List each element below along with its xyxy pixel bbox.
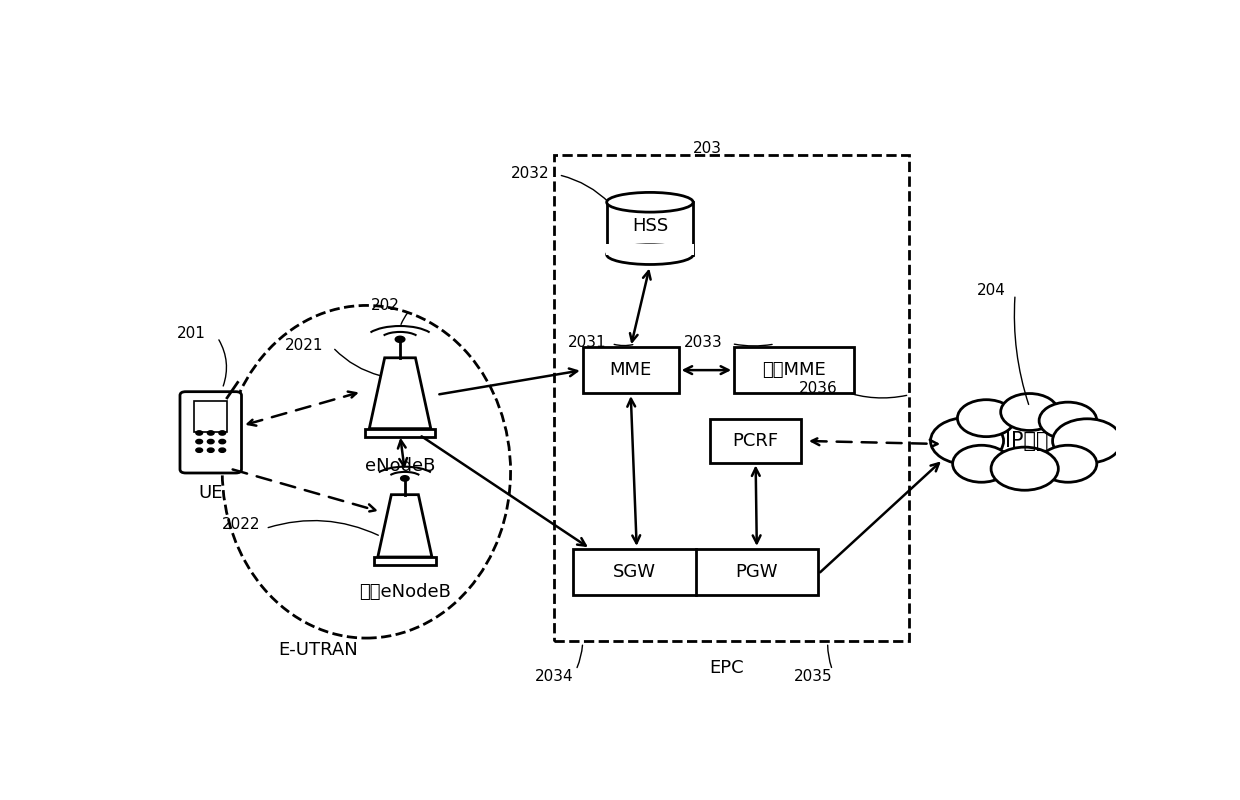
Circle shape: [196, 430, 202, 435]
Text: HSS: HSS: [632, 217, 668, 235]
FancyBboxPatch shape: [195, 401, 227, 432]
Circle shape: [952, 446, 1011, 482]
Text: E-UTRAN: E-UTRAN: [279, 642, 358, 659]
Text: 2031: 2031: [568, 335, 606, 350]
Text: UE: UE: [198, 484, 223, 502]
FancyBboxPatch shape: [573, 549, 818, 595]
Polygon shape: [370, 358, 430, 429]
FancyBboxPatch shape: [373, 557, 436, 565]
Text: 其它MME: 其它MME: [763, 361, 826, 379]
Circle shape: [196, 439, 202, 444]
Ellipse shape: [606, 245, 693, 265]
Text: 2035: 2035: [794, 669, 832, 684]
Text: 203: 203: [693, 141, 722, 156]
Text: 其它eNodeB: 其它eNodeB: [358, 583, 451, 601]
Circle shape: [207, 448, 215, 452]
Ellipse shape: [222, 306, 511, 638]
Circle shape: [1001, 394, 1058, 430]
Text: eNodeB: eNodeB: [365, 457, 435, 474]
Text: SGW: SGW: [613, 563, 656, 581]
Circle shape: [1039, 402, 1096, 439]
Text: 2022: 2022: [222, 517, 260, 532]
FancyBboxPatch shape: [734, 347, 854, 394]
Polygon shape: [378, 494, 432, 557]
Circle shape: [975, 406, 1075, 470]
Circle shape: [957, 400, 1016, 437]
Circle shape: [1053, 418, 1122, 463]
Text: EPC: EPC: [709, 658, 744, 677]
Circle shape: [1039, 446, 1096, 482]
FancyBboxPatch shape: [711, 419, 801, 462]
FancyBboxPatch shape: [583, 347, 678, 394]
FancyBboxPatch shape: [180, 392, 242, 473]
Text: 2034: 2034: [534, 669, 573, 684]
Text: PGW: PGW: [735, 563, 777, 581]
Circle shape: [396, 336, 405, 342]
Circle shape: [196, 448, 202, 452]
Circle shape: [930, 418, 1003, 464]
Text: 204: 204: [977, 282, 1006, 298]
FancyBboxPatch shape: [365, 429, 435, 438]
Circle shape: [219, 430, 226, 435]
Text: IP业务: IP业务: [1004, 431, 1048, 451]
Text: 2036: 2036: [799, 381, 837, 396]
Text: 2033: 2033: [683, 335, 722, 350]
Text: MME: MME: [610, 361, 652, 379]
Text: 2032: 2032: [511, 166, 549, 181]
FancyBboxPatch shape: [554, 154, 909, 641]
Text: 2021: 2021: [285, 338, 324, 353]
Text: 202: 202: [371, 298, 401, 313]
Ellipse shape: [606, 193, 693, 212]
FancyBboxPatch shape: [606, 202, 693, 254]
FancyBboxPatch shape: [605, 243, 694, 254]
Text: 201: 201: [177, 326, 206, 341]
Circle shape: [219, 448, 226, 452]
Text: PCRF: PCRF: [733, 432, 779, 450]
Circle shape: [991, 447, 1058, 490]
Circle shape: [219, 439, 226, 444]
Circle shape: [207, 439, 215, 444]
Circle shape: [207, 430, 215, 435]
Circle shape: [401, 476, 409, 481]
